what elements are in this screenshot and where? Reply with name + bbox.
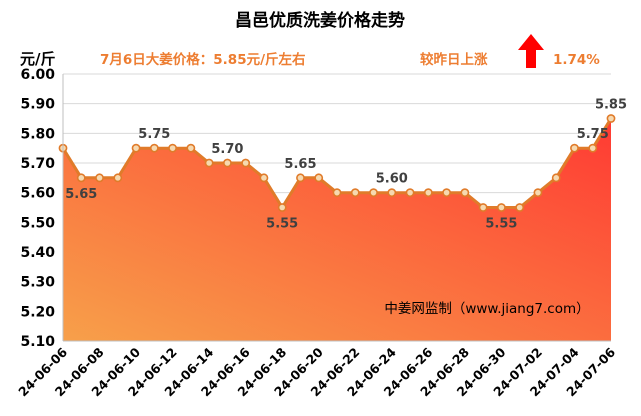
y-tick-label: 5.50 (20, 215, 55, 231)
change-value: 1.74% (553, 52, 600, 68)
data-point (204, 158, 214, 168)
data-point (496, 203, 506, 212)
data-point (387, 188, 397, 198)
y-tick-label: 5.30 (20, 275, 55, 291)
data-label: 5.85 (595, 98, 627, 113)
data-point (405, 188, 415, 198)
data-point (241, 158, 251, 168)
y-unit-label: 元/斤 (20, 50, 55, 68)
data-point (588, 143, 598, 153)
y-tick-label: 5.70 (20, 156, 55, 172)
y-tick-label: 5.80 (20, 126, 55, 142)
data-point (296, 173, 305, 183)
y-tick-label: 5.10 (20, 334, 55, 350)
y-tick-label: 5.90 (20, 97, 55, 113)
data-label: 5.55 (485, 217, 517, 232)
data-point (314, 173, 324, 183)
change-label: 较昨日上涨 (420, 51, 488, 68)
price-note: 7月6日大姜价格：5.85元/斤左右 (100, 51, 306, 68)
area-fill (63, 118, 611, 341)
data-point (113, 173, 123, 183)
data-point (606, 114, 616, 123)
data-point (423, 188, 433, 198)
data-point (131, 143, 141, 153)
data-label: 5.75 (577, 127, 609, 142)
data-label: 5.60 (376, 172, 408, 187)
x-axis: 24-06-0624-06-0824-06-1024-06-1224-06-14… (15, 340, 618, 399)
data-point (442, 188, 451, 198)
data-point (149, 143, 159, 153)
up-arrow-icon (518, 34, 544, 68)
watermark: 中姜网监制（www.jiang7.com） (384, 301, 589, 317)
data-point (460, 188, 470, 198)
data-point (222, 158, 232, 168)
y-tick-label: 5.20 (20, 304, 55, 320)
data-point (570, 143, 579, 153)
y-tick-label: 6.00 (20, 67, 55, 83)
data-label: 5.75 (138, 127, 170, 142)
data-label: 5.65 (65, 187, 97, 202)
y-tick-label: 5.60 (20, 186, 55, 202)
data-point (259, 173, 269, 183)
data-point (369, 188, 378, 198)
data-point (168, 143, 177, 153)
data-point (478, 203, 488, 212)
data-point (95, 173, 104, 183)
data-point (186, 143, 196, 153)
data-point (533, 188, 543, 198)
y-tick-label: 5.40 (20, 245, 55, 261)
data-label: 5.55 (266, 217, 298, 232)
data-label: 5.65 (284, 157, 316, 172)
data-point (76, 173, 86, 183)
data-point (350, 188, 360, 198)
y-axis: 6.00 5.90 5.80 5.70 5.60 5.50 5.40 5.30 5.20 5.10 (20, 67, 64, 350)
data-point (277, 203, 287, 212)
chart-title: 昌邑优质洗姜价格走势 (235, 10, 405, 31)
data-point (332, 188, 342, 198)
area-shape (63, 118, 611, 341)
data-labels: 5.65 5.75 5.70 5.55 5.65 5.60 5.55 5.75 5.85 (65, 98, 627, 232)
data-label: 5.70 (211, 142, 243, 157)
data-point (551, 173, 561, 183)
data-point (515, 203, 525, 212)
